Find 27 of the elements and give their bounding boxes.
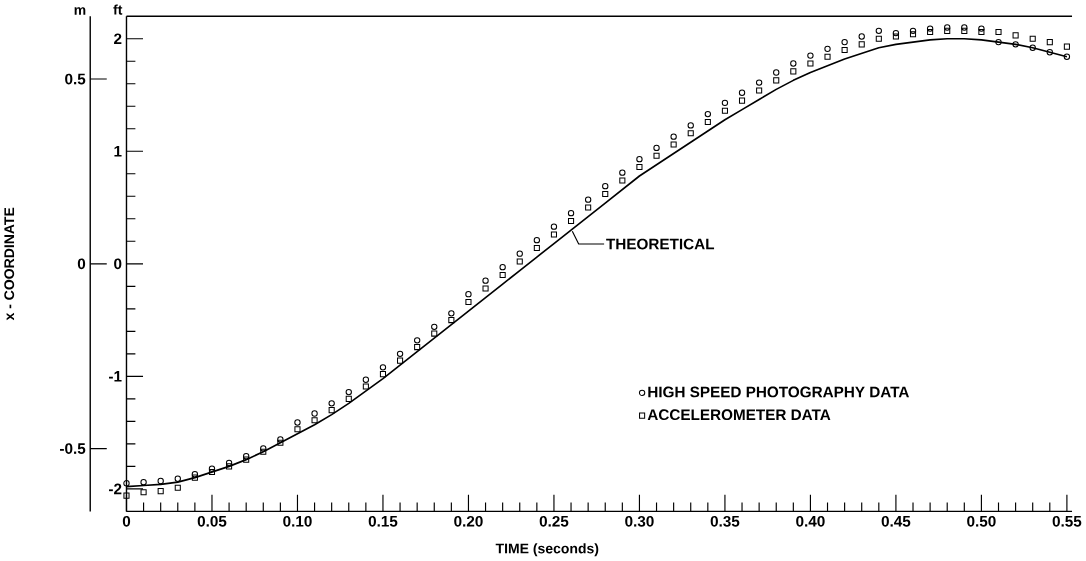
x-tick-label: 0.15: [368, 515, 398, 527]
x-tick-label: 0.25: [539, 515, 569, 527]
y-tick-label: 0: [114, 258, 122, 270]
x-tick-label: 0.45: [881, 515, 911, 527]
x-tick-label: 0.35: [710, 515, 740, 527]
x-axis-title: TIME (seconds): [495, 543, 599, 557]
legend-label: THEORETICAL: [606, 238, 715, 250]
y-tick-label: 2: [114, 33, 122, 45]
y2-tick-label: -0.5: [60, 443, 86, 454]
x-tick-label: 0.30: [625, 515, 654, 527]
legend-label: ACCELEROMETER DATA: [647, 409, 831, 421]
x-tick-label: 0.10: [283, 515, 312, 527]
y-tick-label: -1: [109, 371, 122, 382]
y2-tick-label: 0: [77, 258, 86, 270]
x-tick-label: 0.40: [796, 515, 825, 527]
x-tick-label: 0.20: [454, 515, 483, 527]
y2-axis-title: x - COORDINATE: [4, 207, 15, 321]
text: ft: [113, 4, 123, 15]
x-tick-label: 0.55: [1052, 515, 1082, 527]
y2-tick-label: 0.5: [65, 73, 86, 85]
y-tick-label: 1: [114, 146, 122, 157]
x-tick-label: 0.05: [197, 515, 227, 527]
x-tick-label: 0.50: [967, 515, 996, 527]
text: m: [74, 7, 86, 15]
legend-label: HIGH SPEED PHOTOGRAPHY DATA: [648, 386, 909, 398]
y-tick-label: -2: [109, 483, 122, 495]
x-tick-label: 0: [122, 515, 131, 527]
